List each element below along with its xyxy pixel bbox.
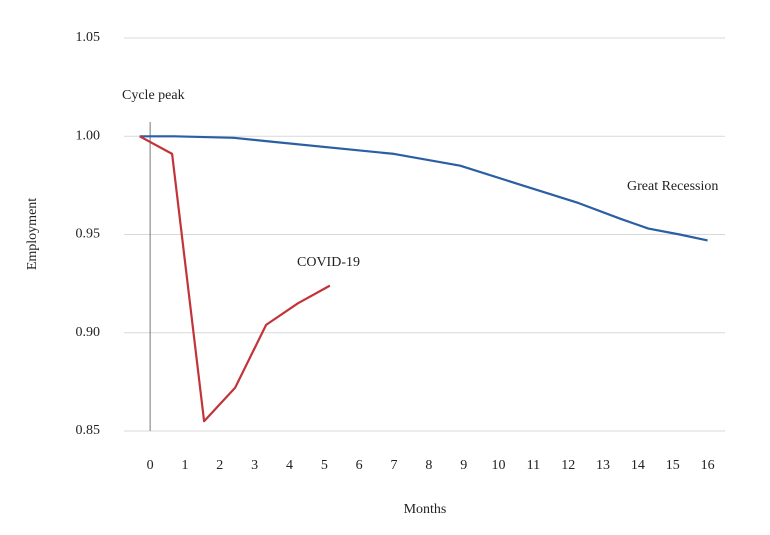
x-tick-label: 16 (701, 458, 715, 473)
series-label: COVID-19 (297, 255, 360, 270)
x-tick-label: 7 (391, 458, 398, 473)
y-tick-label: 1.05 (76, 30, 101, 45)
series-line (139, 135, 708, 242)
x-tick-label: 6 (356, 458, 363, 473)
series-label: Great Recession (627, 179, 718, 194)
x-tick-label: 13 (596, 458, 610, 473)
x-tick-label: 3 (251, 458, 258, 473)
x-tick-label: 10 (492, 458, 506, 473)
annotation: Cycle peak (122, 88, 185, 103)
y-tick-label: 1.00 (76, 128, 101, 143)
x-tick-label: 1 (181, 458, 188, 473)
x-tick-label: 8 (425, 458, 432, 473)
series-line (139, 135, 331, 423)
y-tick-label: 0.90 (76, 325, 101, 340)
x-tick-label: 9 (460, 458, 467, 473)
y-tick-label: 0.85 (76, 423, 101, 438)
y-tick-label: 0.95 (76, 227, 101, 242)
x-axis-label: Months (404, 502, 447, 517)
x-tick-label: 15 (666, 458, 680, 473)
x-tick-label: 11 (527, 458, 540, 473)
x-tick-label: 2 (216, 458, 223, 473)
y-axis-label: Employment (25, 198, 40, 270)
x-tick-label: 14 (631, 458, 645, 473)
x-tick-label: 4 (286, 458, 293, 473)
x-tick-label: 0 (147, 458, 154, 473)
x-tick-label: 12 (561, 458, 575, 473)
x-tick-label: 5 (321, 458, 328, 473)
